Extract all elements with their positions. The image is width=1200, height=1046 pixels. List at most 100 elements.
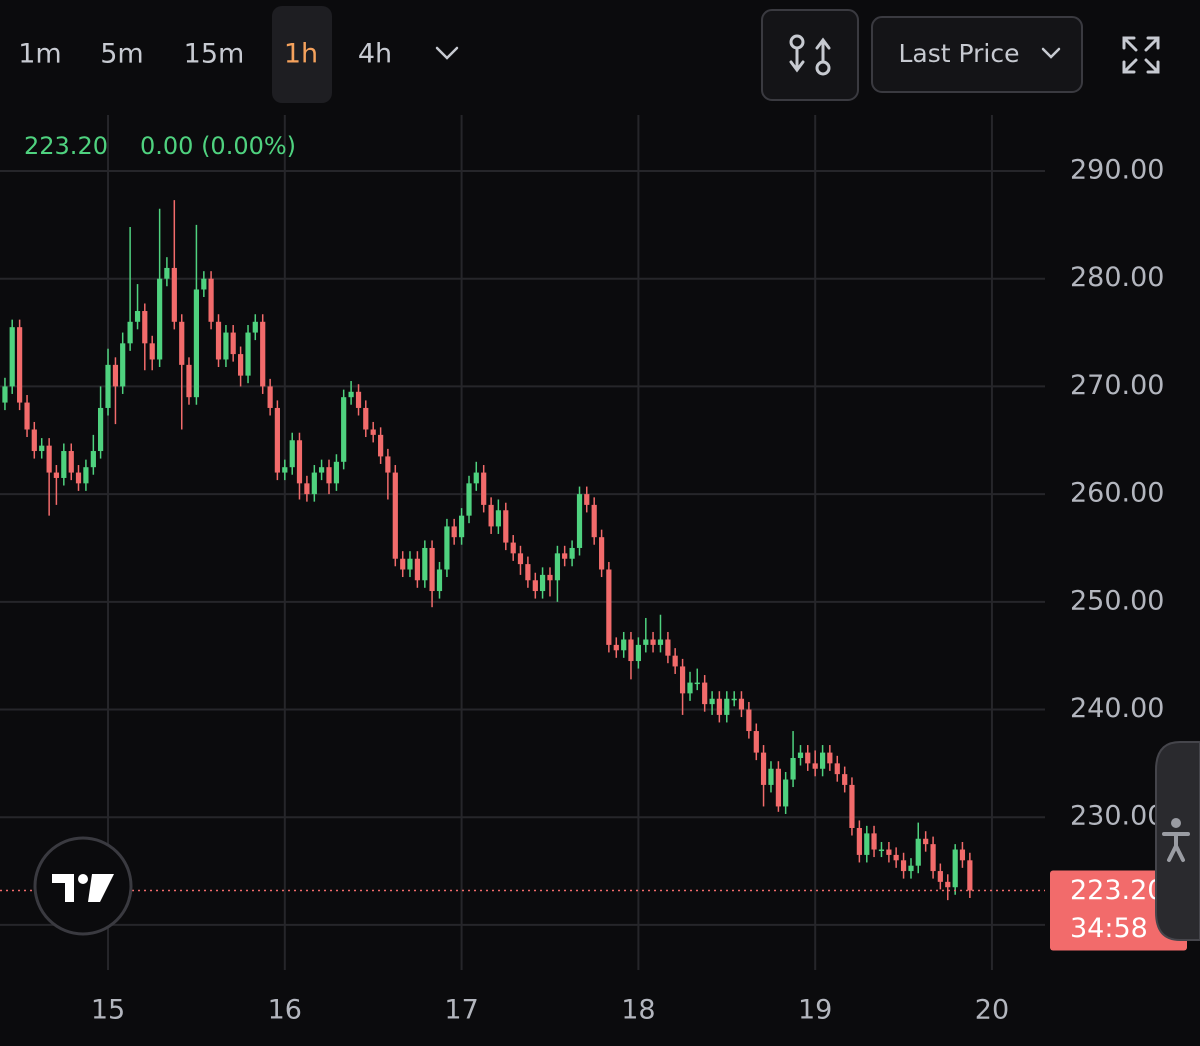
candle-body [341, 397, 347, 462]
interval-button[interactable]: 15m [184, 39, 245, 70]
candle-body [532, 580, 538, 592]
candle-body [97, 407, 104, 452]
candle-body [127, 321, 133, 344]
candle-body [333, 461, 340, 484]
candle-body [584, 494, 590, 505]
candle-body [576, 494, 583, 548]
candle-body [886, 849, 892, 855]
y-tick-label: 280.00 [1070, 262, 1164, 293]
candle-body [760, 752, 767, 785]
compare-button-frame [761, 9, 859, 101]
candle-body [775, 768, 782, 807]
more-intervals[interactable] [435, 46, 459, 60]
legend-price: 223.20 [24, 132, 108, 160]
candle-body [827, 752, 833, 764]
candle-body [569, 547, 575, 559]
price-source-button[interactable]: Last Price [871, 16, 1083, 93]
legend-change: 0.00 (0.00%) [140, 132, 296, 160]
candle-body [238, 354, 244, 376]
candle-body [267, 386, 273, 408]
interval-button[interactable]: 5m [100, 39, 143, 70]
candles [2, 200, 973, 901]
candle-body [120, 343, 126, 387]
logo-mark [78, 874, 88, 884]
candle-body [260, 321, 266, 387]
interval-button[interactable]: 1m [18, 39, 61, 70]
candle-body [24, 402, 30, 430]
candle-body [230, 332, 236, 355]
candle-body [289, 440, 295, 468]
candle-body [702, 682, 708, 705]
y-tick-label: 230.00 [1070, 801, 1164, 832]
candle-body [679, 666, 686, 694]
active-interval-bg [272, 6, 332, 103]
y-tick-label: 250.00 [1070, 585, 1164, 616]
candle-body [613, 644, 619, 651]
candle-body [112, 364, 119, 387]
candle-body [68, 451, 74, 473]
candle-body [930, 844, 936, 872]
candle-body [687, 682, 693, 694]
candle-body [223, 332, 229, 360]
candle-body [245, 332, 251, 376]
price-source-frame [871, 16, 1083, 93]
candle-body [525, 564, 531, 581]
countdown-label: 34:58 [1070, 913, 1148, 944]
candle-body [510, 542, 516, 554]
candle-body [834, 763, 840, 775]
fullscreen-button[interactable] [1122, 36, 1160, 74]
candle-body [893, 854, 899, 861]
candle-body [31, 429, 37, 452]
candle-body [665, 639, 671, 656]
logo-mark [52, 874, 114, 902]
candle-body [142, 311, 148, 344]
tradingview-logo[interactable] [33, 836, 133, 936]
candle-body [937, 871, 943, 882]
overlay: 220.00230.00240.00250.00260.00270.00280.… [0, 132, 1187, 1026]
candle-body [783, 779, 789, 807]
interval-button[interactable]: 4h [358, 39, 392, 70]
candle-body [790, 757, 796, 780]
candle-body [864, 833, 870, 855]
candle-body [370, 429, 376, 435]
candle-body [53, 472, 59, 478]
candle-body [709, 698, 715, 705]
candle-body [355, 391, 362, 408]
candle-body [517, 553, 524, 565]
candle-body [215, 321, 222, 360]
candle-body [157, 278, 163, 360]
candle-body [635, 644, 641, 662]
candle-body [17, 327, 23, 403]
candle-body [311, 472, 317, 495]
candle-body [252, 321, 258, 333]
accessibility-tab[interactable] [1155, 741, 1200, 941]
candle-body [444, 526, 450, 570]
last-price-tag [1050, 870, 1187, 951]
compare-icon [789, 37, 831, 73]
candle-body [378, 434, 384, 457]
interval-button[interactable]: 1h [284, 39, 318, 70]
y-tick-label: 240.00 [1070, 693, 1164, 724]
candle-body [134, 311, 141, 322]
candle-body [952, 849, 958, 888]
compare-button[interactable] [761, 9, 859, 101]
candle-body [959, 849, 966, 861]
x-tick-label: 20 [975, 995, 1009, 1026]
candle-body [363, 407, 369, 430]
x-tick-label: 18 [621, 995, 655, 1026]
candle-body [805, 752, 811, 764]
candle-body [842, 774, 848, 785]
candle-body [466, 483, 472, 516]
candle-body [554, 553, 561, 581]
candle-body [915, 838, 921, 866]
candle-body [186, 364, 192, 398]
candle-body [967, 860, 973, 891]
candle-body [385, 456, 391, 473]
candle-body [657, 639, 664, 645]
candle-body [83, 467, 89, 484]
candle-body [945, 881, 951, 888]
candle-body [451, 526, 457, 538]
candle-body [900, 860, 907, 872]
last-price-label: 223.20 [1070, 875, 1164, 906]
x-tick-label: 16 [268, 995, 302, 1026]
